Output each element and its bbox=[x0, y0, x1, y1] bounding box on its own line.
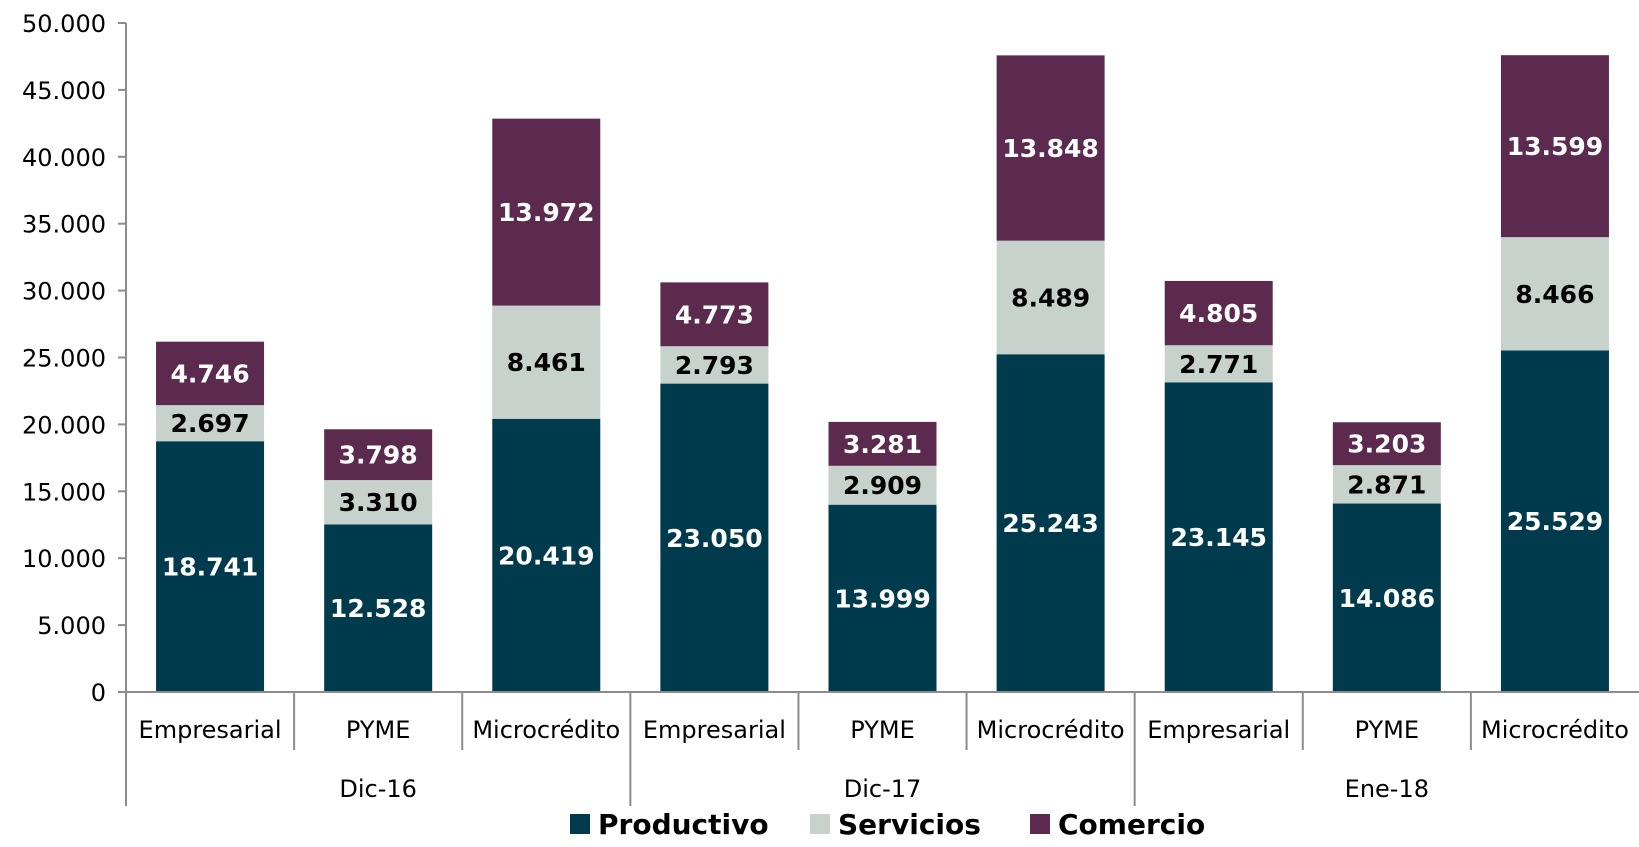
y-tick-label: 50.000 bbox=[22, 10, 106, 38]
y-tick-label: 25.000 bbox=[22, 345, 106, 373]
legend-item-comercio: Comercio bbox=[1030, 808, 1205, 841]
bar-segment-servicios bbox=[324, 480, 433, 525]
bar-segment-productivo bbox=[1164, 382, 1273, 692]
legend-item-servicios: Servicios bbox=[810, 808, 981, 841]
bar-segment-servicios bbox=[1332, 465, 1441, 504]
y-tick-label: 5.000 bbox=[37, 612, 106, 640]
y-tick-label: 10.000 bbox=[22, 545, 106, 573]
data-label-productivo: 20.419 bbox=[498, 541, 594, 570]
y-tick-label: 0 bbox=[91, 679, 106, 707]
data-label-servicios: 8.489 bbox=[1011, 283, 1090, 312]
legend: Productivo Servicios Comercio bbox=[570, 808, 1205, 841]
data-label-servicios: 8.466 bbox=[1515, 280, 1594, 309]
bar-segment-servicios bbox=[1164, 345, 1273, 383]
data-label-productivo: 13.999 bbox=[834, 584, 930, 613]
data-label-servicios: 2.871 bbox=[1347, 470, 1426, 499]
x-category-label: PYME bbox=[346, 716, 410, 744]
data-label-productivo: 23.145 bbox=[1170, 523, 1266, 552]
x-category-label: Empresarial bbox=[139, 716, 282, 744]
bar-segment-servicios bbox=[492, 305, 601, 419]
legend-label: Productivo bbox=[598, 808, 769, 841]
y-tick-label: 35.000 bbox=[22, 211, 106, 239]
legend-label: Servicios bbox=[838, 808, 981, 841]
data-label-comercio: 4.805 bbox=[1179, 299, 1258, 328]
y-axis: 0 5.000 10.000 15.000 20.000 25.000 30.000 35.0… bbox=[22, 10, 127, 707]
bar-segment-productivo bbox=[156, 441, 265, 692]
data-label-servicios: 2.909 bbox=[843, 471, 922, 500]
bar-segment-comercio bbox=[660, 282, 769, 347]
x-group-label: Dic-17 bbox=[844, 775, 922, 803]
bar-segment-comercio bbox=[1332, 422, 1441, 466]
data-label-productivo: 25.529 bbox=[1507, 507, 1603, 536]
data-label-productivo: 23.050 bbox=[666, 524, 762, 553]
data-label-comercio: 13.848 bbox=[1002, 134, 1098, 163]
bar-segment-servicios bbox=[828, 465, 937, 505]
bar-segment-servicios bbox=[996, 240, 1105, 355]
data-label-servicios: 3.310 bbox=[339, 488, 418, 517]
bar-segment-comercio bbox=[324, 429, 433, 481]
bar-segment-productivo bbox=[996, 354, 1105, 692]
x-category-label: Microcrédito bbox=[977, 716, 1125, 744]
bar-segment-productivo bbox=[1332, 503, 1441, 692]
bar-segment-comercio bbox=[1164, 280, 1273, 346]
bar-segment-comercio bbox=[996, 55, 1105, 241]
legend-label: Comercio bbox=[1058, 808, 1205, 841]
bar-segment-comercio bbox=[492, 118, 601, 306]
data-label-servicios: 2.771 bbox=[1179, 350, 1258, 379]
data-label-servicios: 8.461 bbox=[507, 348, 586, 377]
x-category-label: Empresarial bbox=[1147, 716, 1290, 744]
data-label-servicios: 2.793 bbox=[675, 351, 754, 380]
y-tick-label: 20.000 bbox=[22, 411, 106, 439]
y-tick-label: 40.000 bbox=[22, 144, 106, 172]
y-tick-label: 30.000 bbox=[22, 278, 106, 306]
bar-segment-productivo bbox=[660, 383, 769, 692]
data-label-productivo: 25.243 bbox=[1002, 509, 1098, 538]
x-category-label: Microcrédito bbox=[472, 716, 620, 744]
bars: 18.741 2.697 4.746 12.528 3.310 3.798 20.419 8.… bbox=[156, 55, 1609, 692]
x-group-label: Ene-18 bbox=[1345, 775, 1429, 803]
bar-segment-productivo bbox=[1500, 350, 1609, 692]
x-axis: Empresarial PYME Microcrédito Empresarial PY… bbox=[125, 691, 1639, 806]
y-tick-label: 15.000 bbox=[22, 478, 106, 506]
x-category-label: PYME bbox=[850, 716, 914, 744]
legend-swatch bbox=[570, 814, 590, 834]
legend-swatch bbox=[1030, 814, 1050, 834]
data-label-comercio: 13.599 bbox=[1507, 132, 1603, 161]
bar-segment-productivo bbox=[492, 418, 601, 692]
x-category-label: Microcrédito bbox=[1481, 716, 1629, 744]
data-label-comercio: 3.281 bbox=[843, 430, 922, 459]
data-label-productivo: 14.086 bbox=[1339, 584, 1435, 613]
x-category-label: PYME bbox=[1355, 716, 1419, 744]
x-group-label: Dic-16 bbox=[339, 775, 417, 803]
data-label-comercio: 4.773 bbox=[675, 300, 754, 329]
legend-swatch bbox=[810, 814, 830, 834]
x-category-label: Empresarial bbox=[643, 716, 786, 744]
data-label-comercio: 13.972 bbox=[498, 198, 594, 227]
legend-item-productivo: Productivo bbox=[570, 808, 769, 841]
y-tick-label: 45.000 bbox=[22, 77, 106, 105]
data-label-comercio: 3.798 bbox=[339, 441, 418, 470]
data-label-comercio: 4.746 bbox=[171, 359, 250, 388]
bar-segment-servicios bbox=[1500, 237, 1609, 351]
data-label-servicios: 2.697 bbox=[171, 409, 250, 438]
data-label-productivo: 18.741 bbox=[162, 553, 258, 582]
bar-segment-servicios bbox=[660, 346, 769, 384]
bar-segment-comercio bbox=[828, 421, 937, 466]
bar-segment-comercio bbox=[1500, 55, 1609, 238]
bar-segment-servicios bbox=[156, 405, 265, 442]
data-label-productivo: 12.528 bbox=[330, 594, 426, 623]
bar-segment-productivo bbox=[828, 504, 937, 692]
data-label-comercio: 3.203 bbox=[1347, 430, 1426, 459]
bar-segment-comercio bbox=[156, 341, 265, 406]
bar-segment-productivo bbox=[324, 524, 433, 692]
